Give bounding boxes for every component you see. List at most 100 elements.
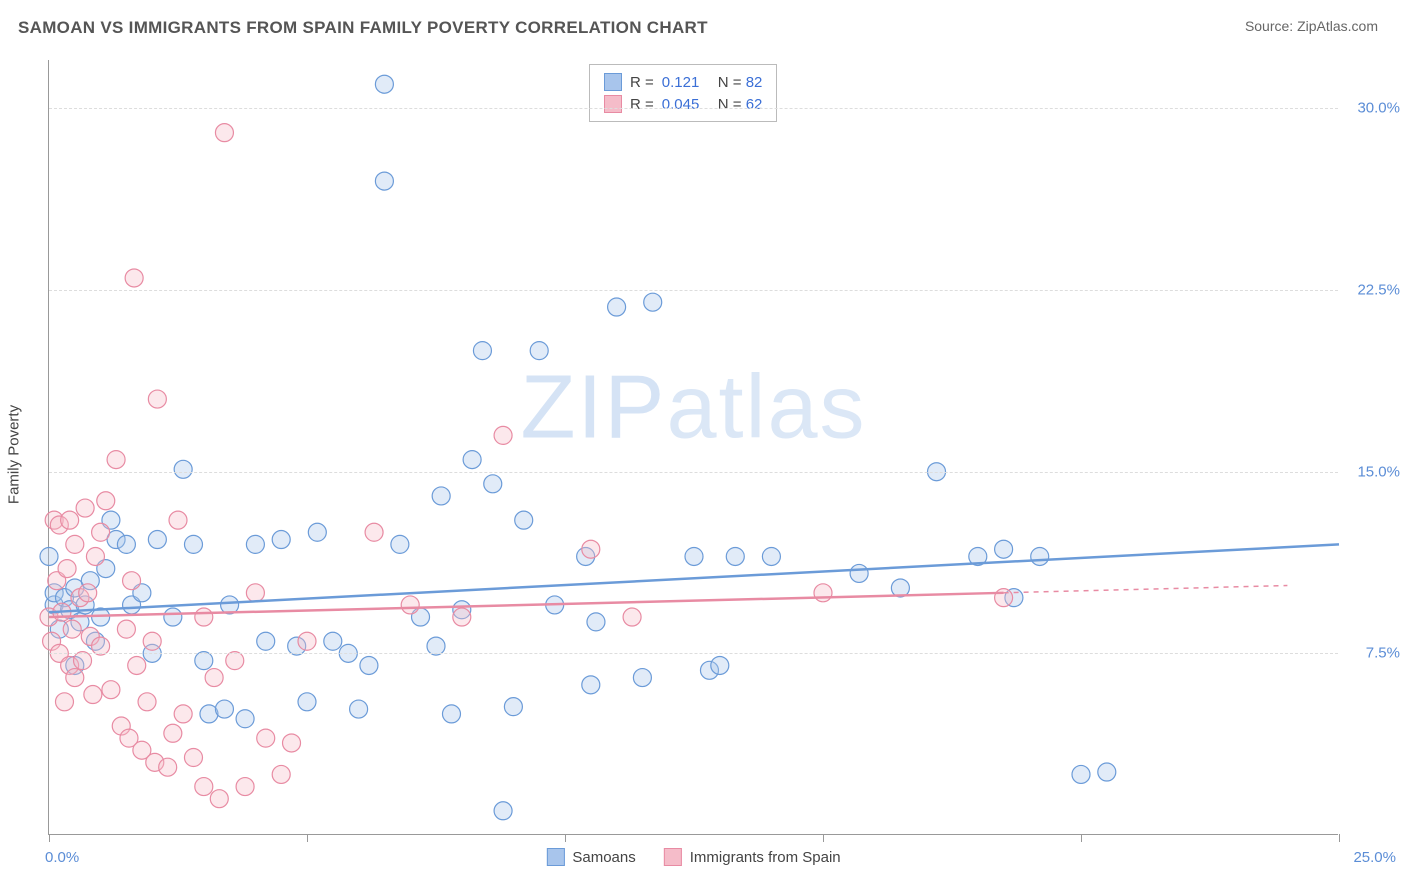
data-point: [375, 75, 393, 93]
legend-n-label: N = 62: [718, 96, 763, 113]
x-tick: [565, 834, 566, 842]
data-point: [164, 724, 182, 742]
gridline: [49, 472, 1338, 473]
data-point: [215, 124, 233, 142]
x-tick: [49, 834, 50, 842]
data-point: [79, 584, 97, 602]
data-point: [298, 632, 316, 650]
data-point: [128, 656, 146, 674]
data-point: [442, 705, 460, 723]
data-point: [995, 589, 1013, 607]
data-point: [711, 656, 729, 674]
data-point: [97, 492, 115, 510]
data-point: [205, 669, 223, 687]
data-point: [236, 778, 254, 796]
data-point: [92, 523, 110, 541]
data-point: [494, 802, 512, 820]
legend-label: Samoans: [572, 849, 635, 866]
legend-row: R = 0.121 N = 82: [604, 71, 762, 93]
data-point: [117, 620, 135, 638]
data-point: [623, 608, 641, 626]
data-point: [184, 535, 202, 553]
data-point: [66, 535, 84, 553]
data-point: [582, 676, 600, 694]
data-point: [582, 540, 600, 558]
gridline: [49, 108, 1338, 109]
gridline: [49, 290, 1338, 291]
chart-plot-area: ZIPatlas R = 0.121 N = 82 R = 0.045 N = …: [48, 60, 1338, 835]
data-point: [107, 451, 125, 469]
data-point: [174, 460, 192, 478]
data-point: [1072, 765, 1090, 783]
legend-r-value: 0.045: [662, 96, 710, 113]
data-point: [169, 511, 187, 529]
data-point: [61, 511, 79, 529]
x-tick: [307, 834, 308, 842]
data-point: [850, 564, 868, 582]
legend-label: Immigrants from Spain: [690, 849, 841, 866]
scatter-svg: [49, 60, 1339, 835]
data-point: [84, 686, 102, 704]
data-point: [63, 620, 81, 638]
y-tick-label: 7.5%: [1366, 645, 1400, 662]
data-point: [102, 681, 120, 699]
data-point: [184, 749, 202, 767]
source-label: Source: ZipAtlas.com: [1245, 18, 1378, 34]
data-point: [365, 523, 383, 541]
data-point: [473, 342, 491, 360]
regression-line-extrapolated: [1004, 586, 1288, 593]
data-point: [587, 613, 605, 631]
data-point: [1098, 763, 1116, 781]
data-point: [164, 608, 182, 626]
data-point: [76, 499, 94, 517]
data-point: [1031, 547, 1049, 565]
data-point: [995, 540, 1013, 558]
y-tick-label: 30.0%: [1357, 100, 1400, 117]
data-point: [401, 596, 419, 614]
data-point: [195, 608, 213, 626]
data-point: [633, 669, 651, 687]
data-point: [360, 656, 378, 674]
data-point: [143, 632, 161, 650]
data-point: [86, 547, 104, 565]
y-tick-label: 22.5%: [1357, 282, 1400, 299]
legend-swatch: [604, 95, 622, 113]
data-point: [272, 531, 290, 549]
data-point: [391, 535, 409, 553]
data-point: [644, 293, 662, 311]
data-point: [530, 342, 548, 360]
data-point: [350, 700, 368, 718]
data-point: [58, 560, 76, 578]
data-point: [159, 758, 177, 776]
data-point: [123, 572, 141, 590]
legend-swatch: [604, 73, 622, 91]
legend-r-value: 0.121: [662, 74, 710, 91]
data-point: [257, 729, 275, 747]
data-point: [195, 778, 213, 796]
data-point: [685, 547, 703, 565]
data-point: [608, 298, 626, 316]
legend-swatch: [664, 848, 682, 866]
data-point: [246, 584, 264, 602]
data-point: [257, 632, 275, 650]
correlation-legend: R = 0.121 N = 82 R = 0.045 N = 62: [589, 64, 777, 122]
data-point: [148, 390, 166, 408]
data-point: [463, 451, 481, 469]
y-axis-label: Family Poverty: [6, 405, 23, 504]
data-point: [814, 584, 832, 602]
data-point: [298, 693, 316, 711]
data-point: [246, 535, 264, 553]
legend-item: Samoans: [546, 848, 635, 866]
series-legend: Samoans Immigrants from Spain: [546, 848, 840, 866]
data-point: [66, 669, 84, 687]
legend-row: R = 0.045 N = 62: [604, 93, 762, 115]
data-point: [324, 632, 342, 650]
legend-r-label: R =: [630, 74, 654, 91]
data-point: [375, 172, 393, 190]
data-point: [215, 700, 233, 718]
x-tick: [823, 834, 824, 842]
legend-n-label: N = 82: [718, 74, 763, 91]
x-tick-label: 0.0%: [45, 849, 79, 866]
data-point: [55, 693, 73, 711]
data-point: [138, 693, 156, 711]
